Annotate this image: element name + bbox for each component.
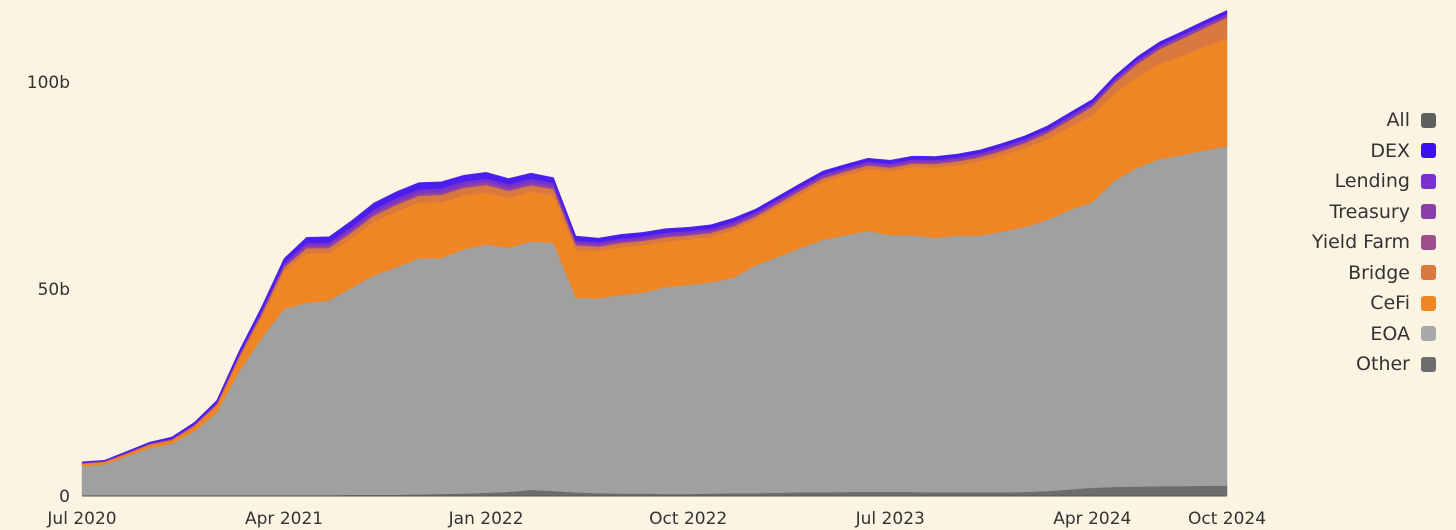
legend-label: Other — [1356, 353, 1410, 376]
legend-label: Treasury — [1329, 200, 1410, 223]
legend-swatch — [1421, 265, 1436, 281]
legend-label: DEX — [1370, 139, 1410, 162]
legend-label: Yield Farm — [1311, 231, 1410, 254]
legend-item-all[interactable]: All — [1386, 105, 1436, 136]
x-tick-label: Oct 2022 — [649, 509, 727, 529]
legend-swatch — [1421, 173, 1436, 189]
y-tick-label: 100b — [27, 73, 70, 93]
y-tick-label: 0 — [59, 487, 70, 507]
x-tick-label: Jan 2022 — [448, 509, 524, 529]
legend-label: EOA — [1370, 322, 1410, 345]
legend-swatch — [1421, 234, 1436, 250]
x-tick-label: Jul 2020 — [46, 509, 116, 529]
legend-item-eoa[interactable]: EOA — [1370, 319, 1436, 350]
x-tick-label: Apr 2021 — [245, 509, 323, 529]
legend-label: All — [1386, 109, 1410, 132]
legend-item-lending[interactable]: Lending — [1335, 166, 1436, 197]
legend-swatch — [1421, 356, 1436, 372]
area-series-dex — [81, 10, 1228, 463]
legend-item-yield-farm[interactable]: Yield Farm — [1312, 227, 1436, 258]
x-tick-label: Apr 2024 — [1053, 509, 1131, 529]
legend-swatch — [1421, 204, 1436, 220]
legend-swatch — [1421, 112, 1436, 128]
legend-swatch — [1421, 326, 1436, 342]
legend-item-dex[interactable]: DEX — [1370, 136, 1436, 167]
legend-item-treasury[interactable]: Treasury — [1329, 197, 1436, 228]
x-tick-label: Jul 2023 — [855, 509, 925, 529]
chart-legend: All DEX Lending Treasury Yield Farm Bridge CeF… — [1312, 105, 1436, 380]
legend-swatch — [1421, 143, 1436, 159]
y-tick-label: 50b — [38, 280, 70, 300]
x-tick-label: Oct 2024 — [1188, 509, 1266, 529]
legend-label: CeFi — [1370, 292, 1410, 315]
legend-item-other[interactable]: Other — [1356, 349, 1436, 380]
legend-swatch — [1421, 295, 1436, 311]
legend-item-bridge[interactable]: Bridge — [1348, 258, 1436, 289]
legend-label: Lending — [1334, 170, 1410, 193]
legend-label: Bridge — [1348, 261, 1410, 284]
legend-item-cefi[interactable]: CeFi — [1370, 288, 1436, 319]
